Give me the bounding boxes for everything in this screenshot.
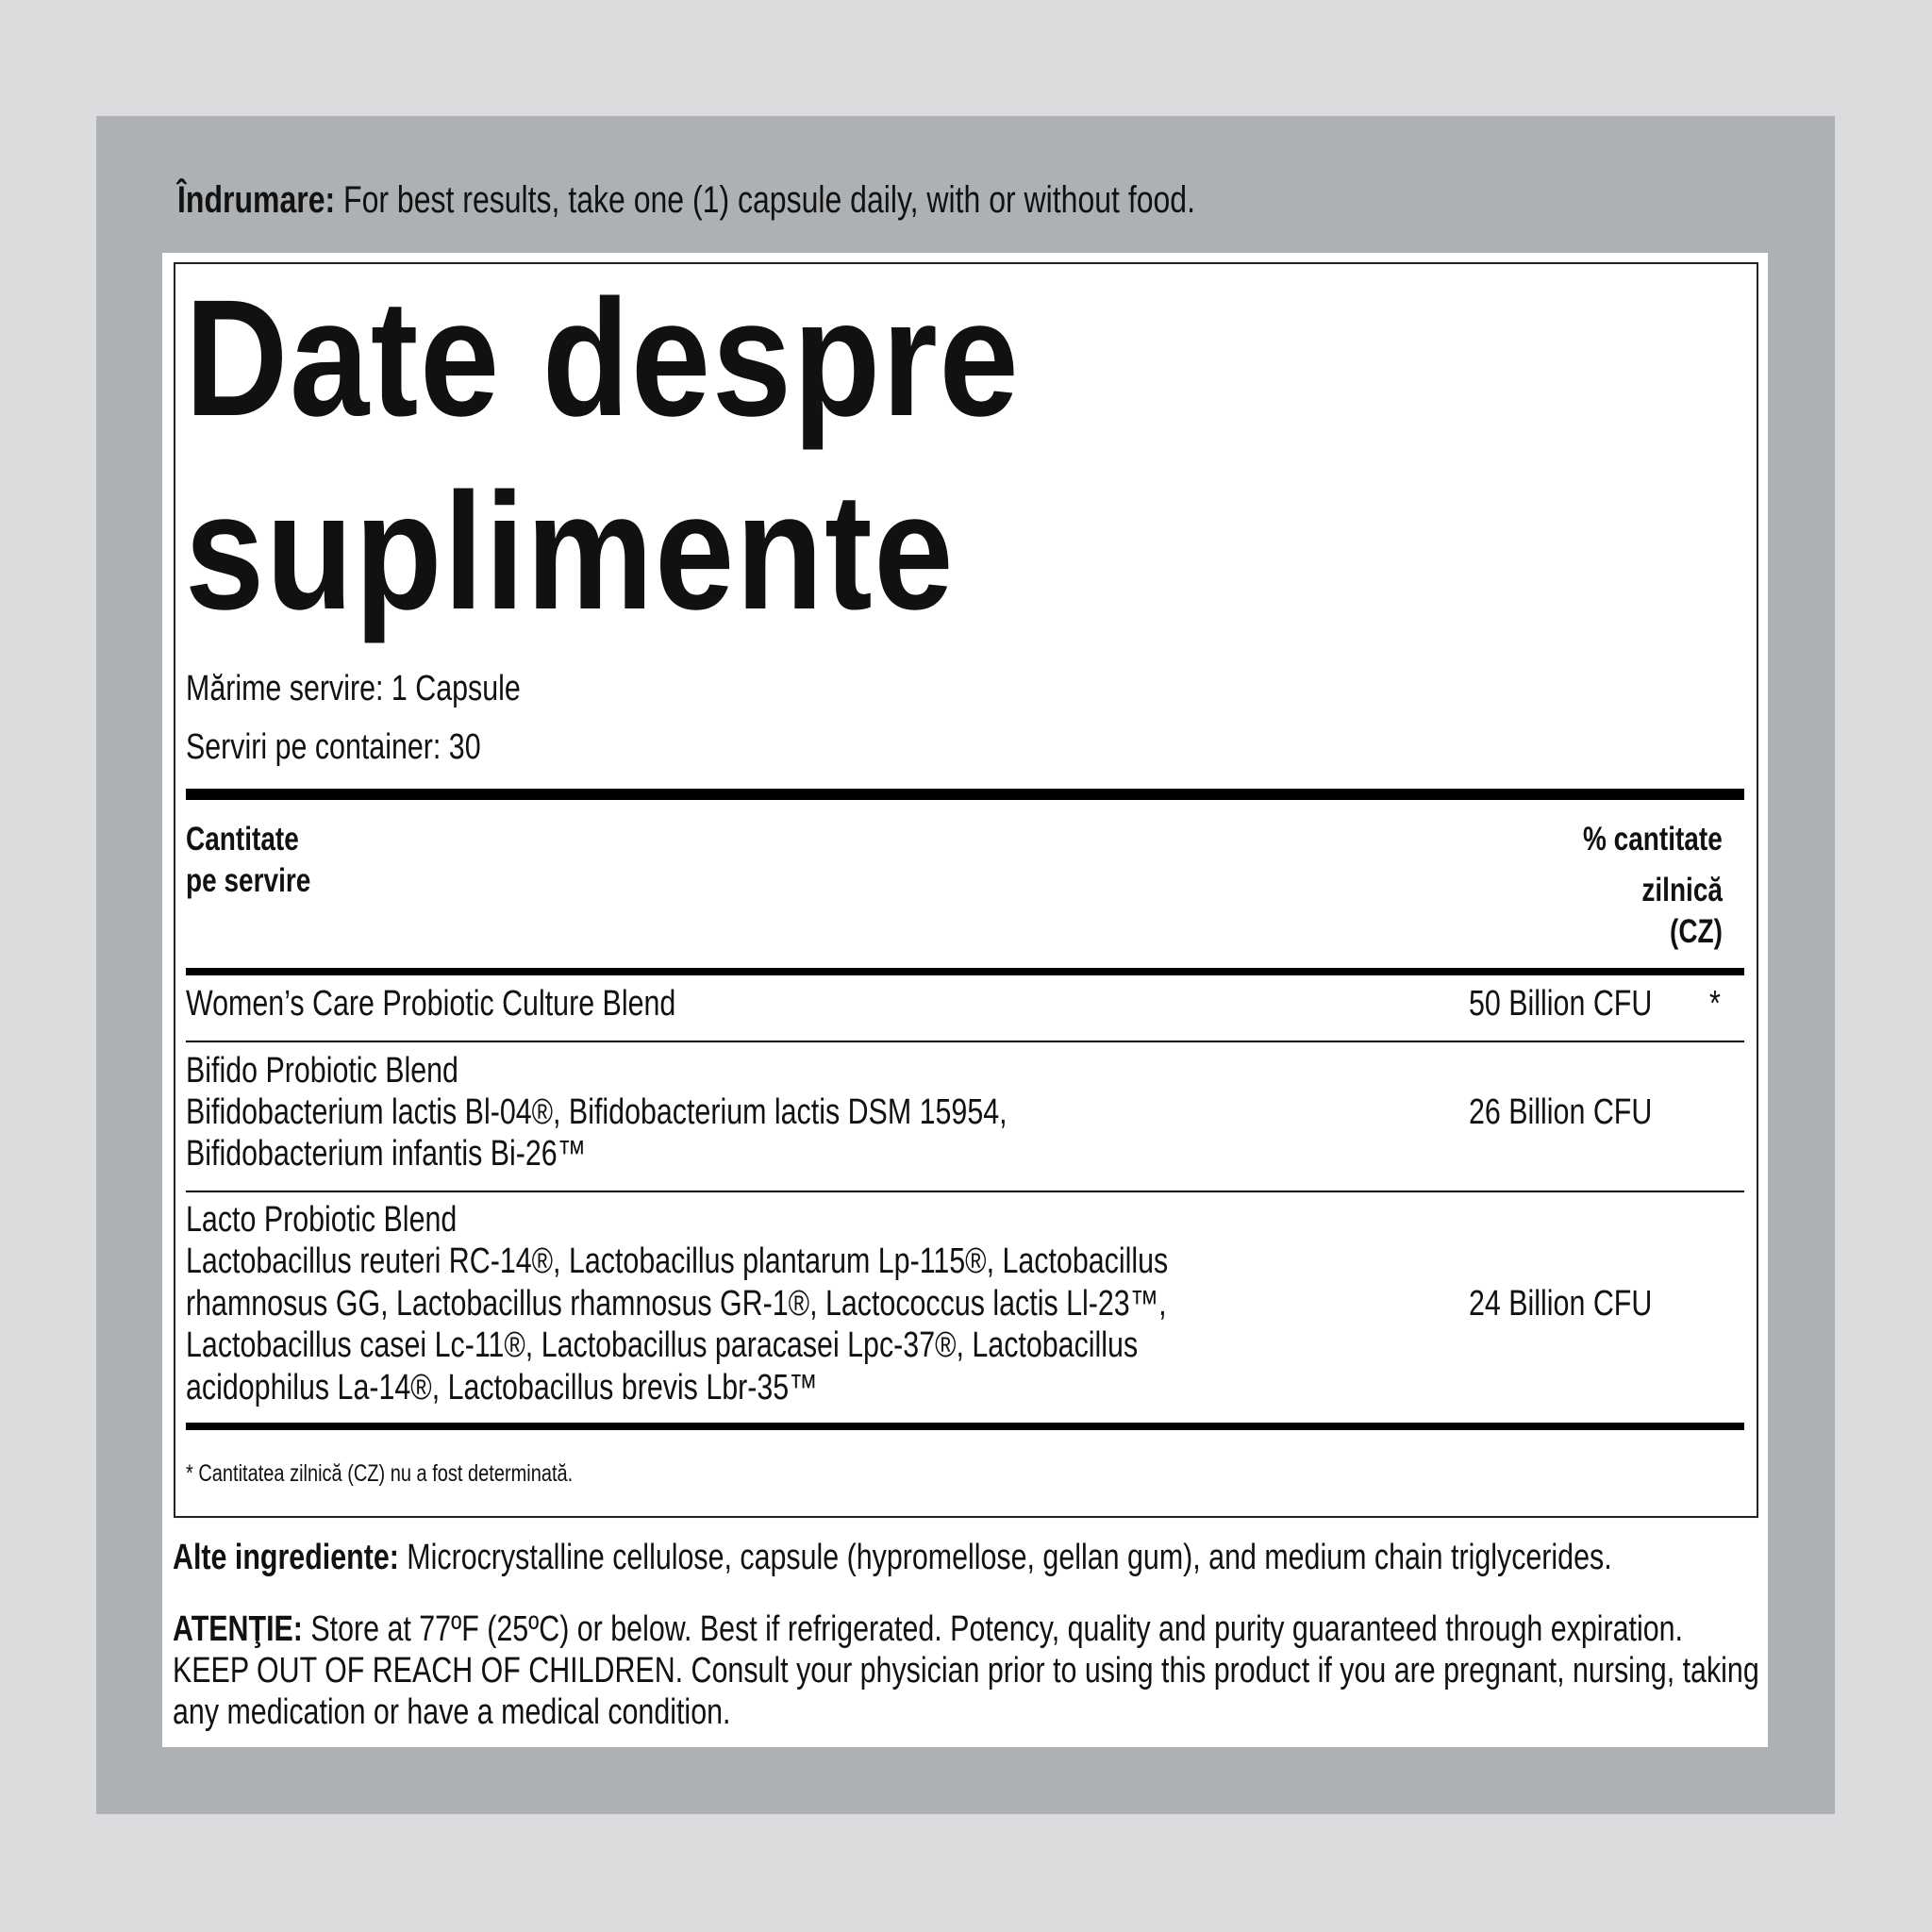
row-1-name: Women’s Care Probiotic Culture Blend	[186, 984, 676, 1024]
warning-line3: any medication or have a medical conditi…	[173, 1692, 731, 1732]
warning-text: Store at 77ºF (25ºC) or below. Best if r…	[302, 1609, 1683, 1649]
directions-text: For best results, take one (1) capsule d…	[335, 179, 1195, 221]
facts-title-line2: suplimente	[185, 459, 956, 644]
bottom-divider	[186, 1423, 1744, 1430]
row-1-amount: 50 Billion CFU	[1469, 984, 1653, 1024]
row-3-name: Lacto Probiotic Blend	[186, 1200, 458, 1240]
facts-title-line1: Date despre	[185, 266, 1021, 451]
thick-divider	[186, 789, 1744, 800]
header-divider	[186, 968, 1744, 975]
other-ingredients-label: Alte ingrediente:	[173, 1538, 399, 1577]
label-white-area	[162, 253, 1768, 1747]
header-amount-line2: pe servire	[186, 862, 311, 899]
row-2-desc-line2: Bifidobacterium infantis Bi-26™	[186, 1134, 587, 1174]
row-2-name: Bifido Probiotic Blend	[186, 1051, 458, 1091]
serving-size: Mărime servire: 1 Capsule	[186, 669, 521, 708]
header-dv-line2: zilnică	[1641, 872, 1723, 908]
header-dv-line3: (CZ)	[1670, 913, 1723, 950]
warning-label: ATENŢIE:	[173, 1609, 303, 1649]
row-2-amount: 26 Billion CFU	[1469, 1092, 1653, 1132]
row-3-amount: 24 Billion CFU	[1469, 1284, 1653, 1324]
supplement-facts-box	[174, 262, 1758, 1518]
row-1-dv: *	[1709, 984, 1721, 1024]
directions: Îndrumare: For best results, take one (1…	[177, 179, 1195, 221]
row-2-desc-line1: Bifidobacterium lactis Bl-04®, Bifidobac…	[186, 1092, 1008, 1132]
other-ingredients: Alte ingrediente: Microcrystalline cellu…	[173, 1537, 1612, 1578]
footnote: * Cantitatea zilnică (CZ) nu a fost dete…	[186, 1460, 574, 1487]
warning-line1: ATENŢIE: Store at 77ºF (25ºC) or below. …	[173, 1608, 1683, 1650]
directions-label: Îndrumare:	[177, 179, 336, 221]
warning-line2: KEEP OUT OF REACH OF CHILDREN. Consult y…	[173, 1651, 1759, 1690]
row-divider	[186, 1191, 1744, 1192]
row-3-desc-line3: Lactobacillus casei Lc-11®, Lactobacillu…	[186, 1325, 1139, 1365]
servings-per-container: Serviri pe container: 30	[186, 727, 481, 767]
header-dv-line1: % cantitate	[1583, 821, 1723, 858]
row-3-desc-line1: Lactobacillus reuteri RC-14®, Lactobacil…	[186, 1241, 1169, 1281]
row-3-desc-line2: rhamnosus GG, Lactobacillus rhamnosus GR…	[186, 1284, 1167, 1324]
row-divider	[186, 1041, 1744, 1042]
header-amount-line1: Cantitate	[186, 821, 299, 858]
row-3-desc-line4: acidophilus La-14®, Lactobacillus brevis…	[186, 1368, 818, 1407]
other-ingredients-text: Microcrystalline cellulose, capsule (hyp…	[398, 1538, 1612, 1577]
